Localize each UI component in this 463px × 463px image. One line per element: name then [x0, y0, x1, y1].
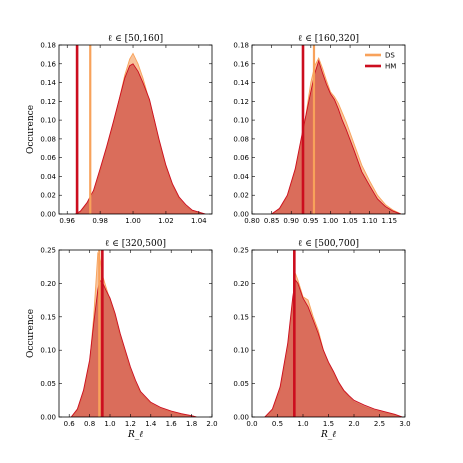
y-tick-label: 0.05	[233, 380, 249, 388]
y-axis-label: Occurence	[26, 105, 36, 154]
y-tick-label: 0.18	[40, 42, 56, 50]
x-tick-label: 0.8	[84, 420, 95, 428]
y-tick-label: 0.16	[40, 60, 56, 68]
y-tick-label: 0.25	[233, 247, 249, 255]
x-tick-label: 0.96	[59, 217, 75, 225]
axes-frame	[251, 44, 406, 215]
y-tick-label: 0.08	[233, 135, 249, 143]
series-area-hm	[264, 278, 403, 417]
x-axis-label: R_ℓ	[320, 430, 336, 440]
x-tick-label: 1.00	[125, 217, 141, 225]
x-tick-label: 1.00	[323, 217, 339, 225]
y-tick-label: 0.14	[40, 79, 56, 87]
y-tick-label: 0.00	[233, 414, 249, 422]
x-tick-label: 2.5	[374, 420, 385, 428]
panel-1: 0.96 0.98 1.00 1.02 1.04 0.00 0.02 0.04 0.06 0.08…	[26, 34, 213, 225]
y-tick-label: 0.18	[233, 42, 249, 50]
y-tick-label: 0.10	[233, 347, 249, 355]
x-tick-label: 1.10	[362, 217, 378, 225]
x-tick-label: 3.0	[399, 420, 410, 428]
x-axis-label: R_ℓ	[127, 430, 143, 440]
x-tick-label: 1.0	[104, 420, 115, 428]
y-tick-label: 0.12	[233, 98, 249, 106]
x-tick-label: 1.4	[145, 420, 157, 428]
axes-frame	[58, 44, 213, 215]
y-tick-label: 0.06	[40, 154, 56, 162]
panel-title: ℓ ∈ [50,160]	[108, 34, 163, 44]
y-tick-label: 0.15	[40, 313, 56, 321]
x-tick-label: 0.98	[92, 217, 108, 225]
series-area-hm	[70, 279, 197, 417]
x-tick-label: 1.6	[166, 420, 178, 428]
y-tick-label: 0.04	[233, 173, 249, 181]
y-tick-label: 0.10	[40, 117, 56, 125]
plot-area	[74, 45, 206, 214]
axes-frame	[58, 249, 213, 418]
plot-area	[270, 45, 402, 214]
panel-title: ℓ ∈ [160,320]	[298, 34, 359, 44]
y-tick-label: 0.06	[233, 154, 249, 162]
x-tick-label: 1.8	[186, 420, 197, 428]
x-tick-label: 1.2	[125, 420, 136, 428]
y-tick-label: 0.25	[40, 247, 56, 255]
y-tick-label: 0.10	[40, 347, 56, 355]
y-tick-label: 0.05	[40, 380, 56, 388]
y-tick-label: 0.00	[233, 211, 249, 219]
plot-area	[70, 250, 197, 417]
legend: DS HM	[365, 52, 396, 71]
y-tick-label: 0.15	[233, 313, 249, 321]
y-tick-label: 0.14	[233, 79, 249, 87]
x-tick-label: 0.80	[244, 217, 260, 225]
panel-4: 0.0 0.5 1.0 1.5 2.0 2.5 3.0 0.00 0.05 0.10 0.15 0.2…	[233, 239, 410, 440]
x-tick-label: 1.05	[342, 217, 358, 225]
series-area-hm	[74, 63, 206, 214]
x-tick-label: 0.90	[283, 217, 299, 225]
y-tick-label: 0.16	[233, 60, 249, 68]
panel-3: 0.6 0.8 1.0 1.2 1.4 1.6 1.8 2.0 0.00 0.05 0.10 0.15…	[26, 239, 218, 440]
panel-title: ℓ ∈ [500,700]	[298, 239, 359, 249]
x-tick-label: 1.15	[382, 217, 398, 225]
y-axis-label: Occurence	[26, 309, 36, 358]
x-tick-label: 1.5	[323, 420, 334, 428]
y-tick-label: 0.02	[40, 192, 56, 200]
y-tick-label: 0.08	[40, 135, 56, 143]
y-tick-label: 0.00	[40, 211, 56, 219]
y-tick-label: 0.20	[233, 280, 249, 288]
x-tick-label: 1.0	[297, 420, 308, 428]
x-tick-label: 1.04	[191, 217, 207, 225]
legend-label-hm: HM	[385, 63, 396, 71]
legend-label-ds: DS	[385, 52, 395, 60]
x-tick-label: 0.85	[264, 217, 280, 225]
plot-area	[264, 250, 403, 417]
x-tick-label: 0.5	[272, 420, 283, 428]
x-tick-label: 0.95	[303, 217, 319, 225]
series-area-hm	[270, 59, 402, 214]
x-tick-label: 0.0	[246, 420, 257, 428]
y-tick-label: 0.02	[233, 192, 249, 200]
x-tick-label: 1.02	[158, 217, 174, 225]
x-tick-label: 2.0	[206, 420, 217, 428]
y-tick-label: 0.10	[233, 117, 249, 125]
y-tick-label: 0.12	[40, 98, 56, 106]
x-tick-label: 0.6	[64, 420, 76, 428]
panel-2: 0.80 0.85 0.90 0.95 1.00 1.05 1.10 1.15 0.00 0.02…	[233, 34, 406, 225]
y-tick-label: 0.04	[40, 173, 56, 181]
y-tick-label: 0.00	[40, 414, 56, 422]
x-tick-label: 2.0	[348, 420, 359, 428]
panel-title: ℓ ∈ [320,500]	[105, 239, 166, 249]
y-tick-label: 0.20	[40, 280, 56, 288]
